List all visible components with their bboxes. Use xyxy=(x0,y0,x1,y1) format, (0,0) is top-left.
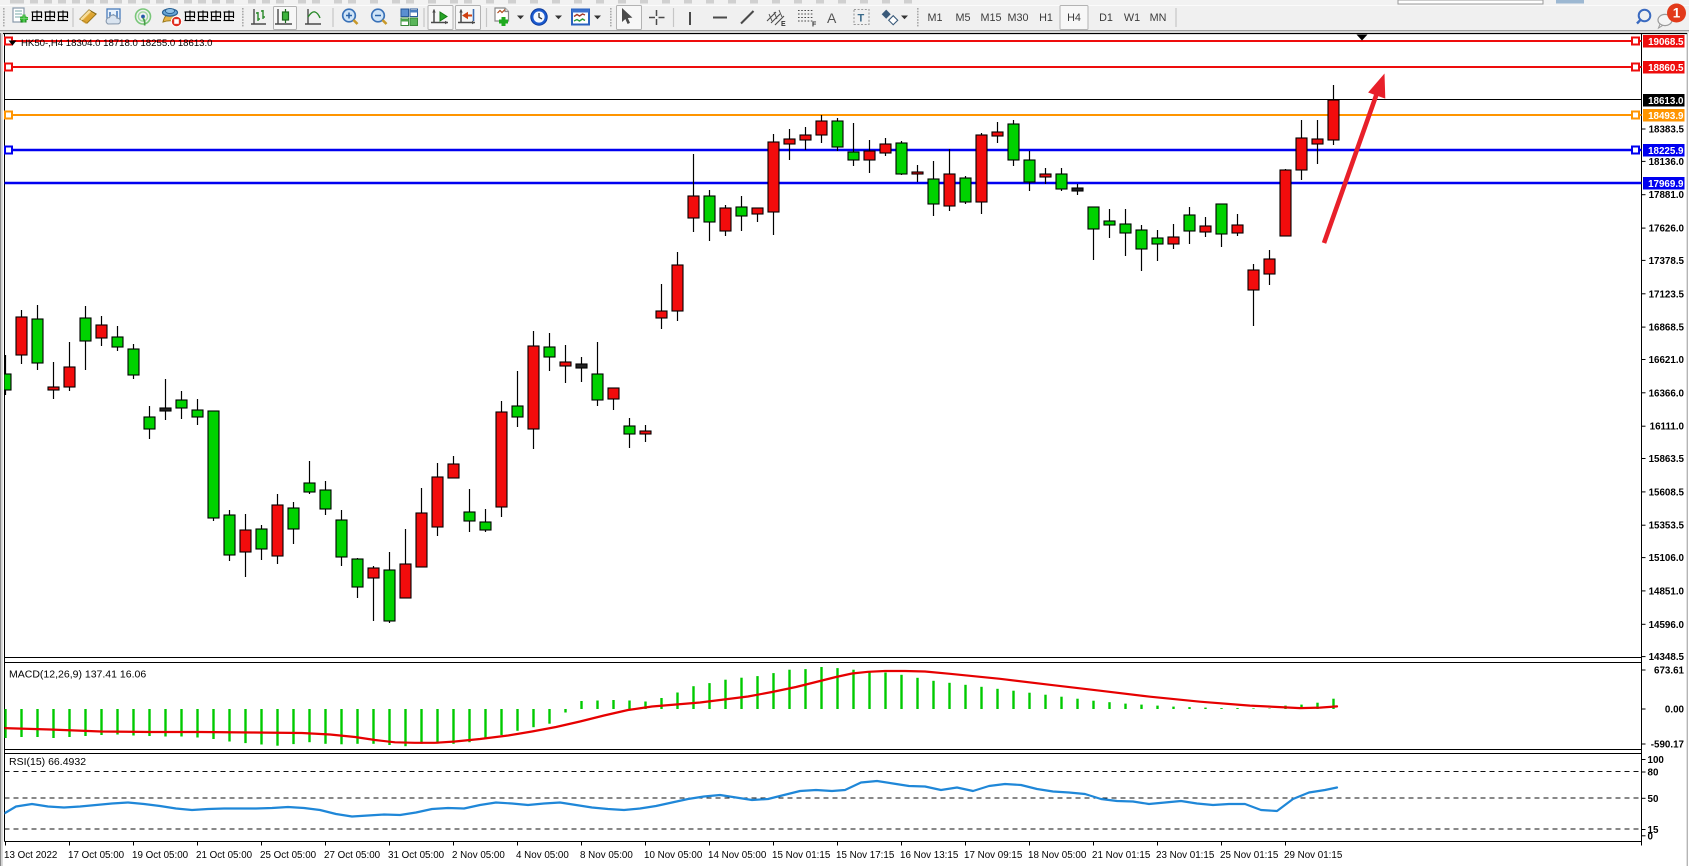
svg-text:15353.5: 15353.5 xyxy=(1649,521,1685,532)
svg-text:2 Nov 05:00: 2 Nov 05:00 xyxy=(452,850,505,861)
svg-text:17 Oct 05:00: 17 Oct 05:00 xyxy=(68,850,125,861)
svg-text:A: A xyxy=(827,10,837,26)
svg-text:10 Nov 05:00: 10 Nov 05:00 xyxy=(644,850,703,861)
svg-text:17626.0: 17626.0 xyxy=(1649,224,1685,235)
svg-text:W1: W1 xyxy=(1124,12,1140,24)
svg-text:17123.5: 17123.5 xyxy=(1649,289,1685,300)
svg-text:15608.5: 15608.5 xyxy=(1649,487,1685,498)
svg-text:MACD(12,26,9) 137.41 16.06: MACD(12,26,9) 137.41 16.06 xyxy=(9,669,146,681)
svg-text:13 Oct 2022: 13 Oct 2022 xyxy=(4,850,57,861)
svg-text:HK50-,H4 18304.0 18718.0 1825: HK50-,H4 18304.0 18718.0 18255.0 18613.0 xyxy=(21,38,213,49)
svg-text:0.00: 0.00 xyxy=(1665,705,1685,716)
svg-text:15863.5: 15863.5 xyxy=(1649,454,1685,465)
svg-text:RSI(15) 66.4932: RSI(15) 66.4932 xyxy=(9,756,86,768)
svg-text:23 Nov 01:15: 23 Nov 01:15 xyxy=(1156,850,1215,861)
svg-text:-590.17: -590.17 xyxy=(1651,740,1685,751)
svg-text:M1: M1 xyxy=(928,12,943,24)
svg-text:673.61: 673.61 xyxy=(1654,666,1685,677)
svg-text:16868.5: 16868.5 xyxy=(1649,323,1685,334)
svg-text:18225.9: 18225.9 xyxy=(1648,146,1684,157)
svg-text:17969.9: 17969.9 xyxy=(1648,179,1684,190)
svg-text:H1: H1 xyxy=(1039,12,1053,24)
svg-text:4 Nov 05:00: 4 Nov 05:00 xyxy=(516,850,569,861)
svg-text:14348.5: 14348.5 xyxy=(1649,652,1685,663)
svg-text:50: 50 xyxy=(1648,794,1659,805)
svg-text:15 Nov 17:15: 15 Nov 17:15 xyxy=(836,850,895,861)
svg-text:M5: M5 xyxy=(956,12,971,24)
svg-text:17 Nov 09:15: 17 Nov 09:15 xyxy=(964,850,1023,861)
svg-text:18 Nov 05:00: 18 Nov 05:00 xyxy=(1028,850,1087,861)
svg-text:29 Nov 01:15: 29 Nov 01:15 xyxy=(1284,850,1343,861)
svg-text:14851.0: 14851.0 xyxy=(1649,586,1685,597)
svg-text:MN: MN xyxy=(1150,12,1167,24)
svg-text:21 Nov 01:15: 21 Nov 01:15 xyxy=(1092,850,1151,861)
svg-text:8 Nov 05:00: 8 Nov 05:00 xyxy=(580,850,633,861)
svg-text:18383.5: 18383.5 xyxy=(1649,125,1685,136)
svg-text:14596.0: 14596.0 xyxy=(1649,620,1685,631)
svg-text:19 Oct 05:00: 19 Oct 05:00 xyxy=(132,850,189,861)
svg-text:18493.9: 18493.9 xyxy=(1648,111,1684,122)
svg-text:0: 0 xyxy=(1648,831,1654,842)
svg-text:18860.5: 18860.5 xyxy=(1648,63,1684,74)
svg-text:80: 80 xyxy=(1648,768,1659,779)
svg-text:16621.0: 16621.0 xyxy=(1649,355,1685,366)
svg-text:E: E xyxy=(781,21,786,28)
svg-text:M15: M15 xyxy=(980,12,1001,24)
svg-text:F: F xyxy=(812,22,817,29)
svg-text:31 Oct 05:00: 31 Oct 05:00 xyxy=(388,850,445,861)
svg-text:18613.0: 18613.0 xyxy=(1648,96,1684,107)
svg-text:25 Oct 05:00: 25 Oct 05:00 xyxy=(260,850,317,861)
svg-text:16111.0: 16111.0 xyxy=(1650,422,1685,433)
svg-text:H4: H4 xyxy=(1067,12,1081,24)
svg-text:14 Nov 05:00: 14 Nov 05:00 xyxy=(708,850,767,861)
svg-text:25 Nov 01:15: 25 Nov 01:15 xyxy=(1220,850,1279,861)
svg-text:19068.5: 19068.5 xyxy=(1648,37,1684,48)
svg-text:16366.0: 16366.0 xyxy=(1649,388,1685,399)
svg-text:15 Nov 01:15: 15 Nov 01:15 xyxy=(772,850,831,861)
svg-text:D1: D1 xyxy=(1099,12,1113,24)
svg-text:21 Oct 05:00: 21 Oct 05:00 xyxy=(196,850,253,861)
svg-text:17378.5: 17378.5 xyxy=(1649,256,1685,267)
svg-text:15: 15 xyxy=(1648,825,1659,836)
svg-text:27 Oct 05:00: 27 Oct 05:00 xyxy=(324,850,381,861)
svg-text:100: 100 xyxy=(1648,755,1665,766)
svg-text:T: T xyxy=(858,13,865,25)
svg-text:15106.0: 15106.0 xyxy=(1649,553,1685,564)
svg-text:M30: M30 xyxy=(1007,12,1028,24)
svg-text:18136.0: 18136.0 xyxy=(1649,157,1685,168)
svg-text:16 Nov 13:15: 16 Nov 13:15 xyxy=(900,850,959,861)
svg-text:17881.0: 17881.0 xyxy=(1649,190,1685,201)
svg-text:1: 1 xyxy=(1673,6,1681,21)
